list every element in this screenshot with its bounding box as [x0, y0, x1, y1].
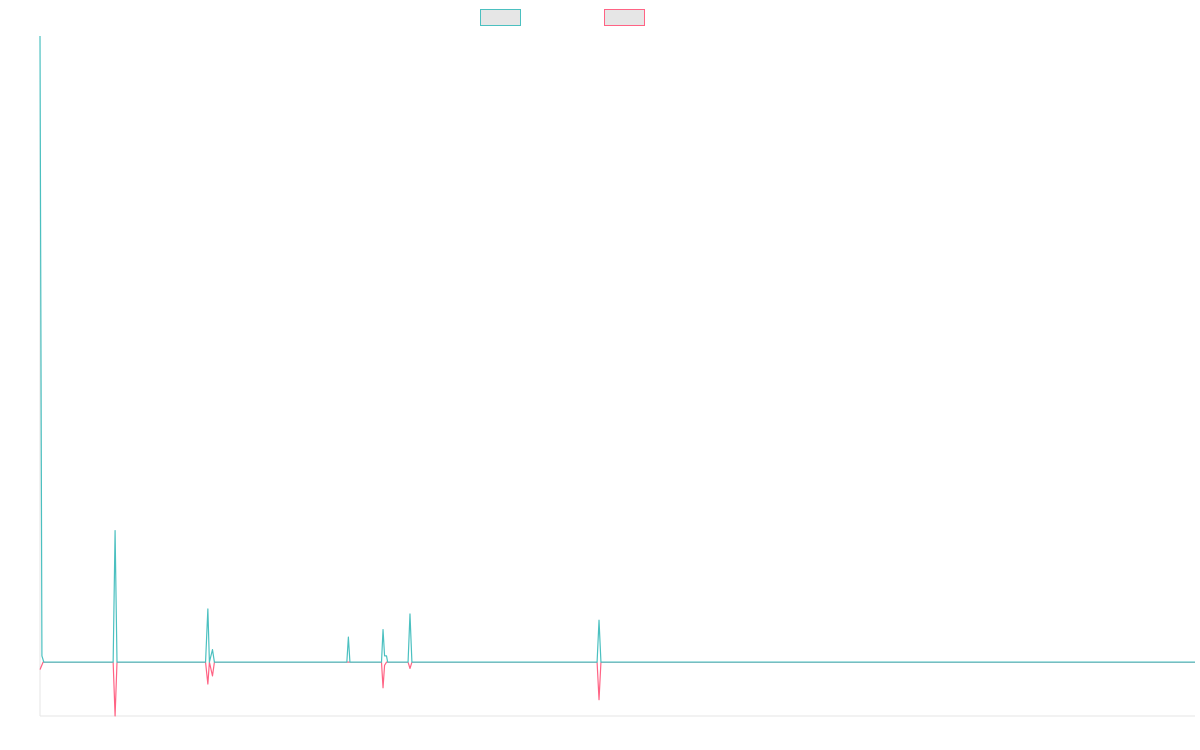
series-line-1: [39, 35, 1195, 663]
series-line-2: [39, 661, 1195, 717]
chart-axes: [39, 36, 1195, 717]
chart-legend[interactable]: [480, 9, 645, 26]
legend-swatch-1[interactable]: [480, 9, 521, 26]
plot-area: [39, 35, 1195, 717]
legend-swatch-2[interactable]: [604, 9, 645, 26]
